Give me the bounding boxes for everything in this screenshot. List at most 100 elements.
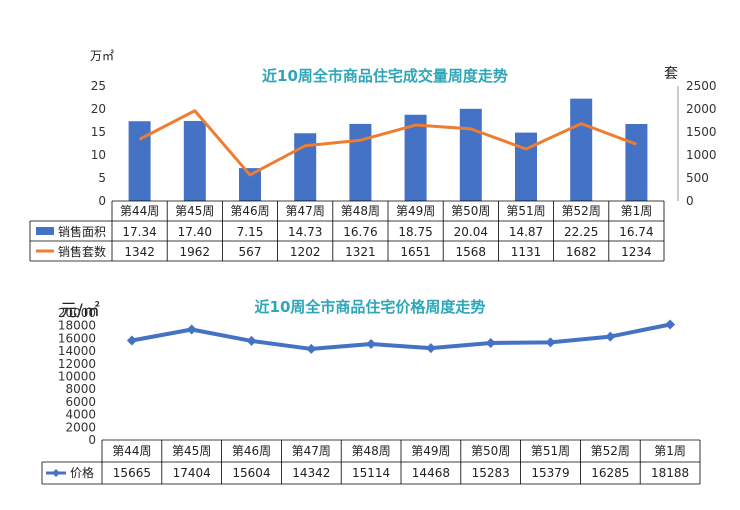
area-bar	[459, 108, 482, 201]
units-value: 1131	[511, 245, 542, 259]
category-label: 第50周	[451, 204, 490, 218]
volume-chart-title: 近10周全市商品住宅成交量周度走势	[262, 67, 508, 85]
price-tick-label: 4000	[65, 408, 96, 422]
units-value: 1202	[290, 245, 321, 259]
area-value: 18.75	[398, 225, 432, 239]
price-value: 15665	[113, 466, 151, 480]
units-value: 1342	[124, 245, 155, 259]
price-data-table: 第44周 第45周 第46周 第47周 第48周 第49周 第50周 第51周 第52周 第1周价…	[41, 439, 701, 485]
price-axis-unit: 元/㎡	[60, 301, 100, 321]
category-label: 第1周	[621, 204, 653, 218]
price-point	[186, 324, 197, 335]
price-tick-label: 8000	[65, 382, 96, 396]
right-tick-label: 1000	[686, 148, 717, 162]
price-point	[126, 335, 137, 346]
right-tick-label: 2000	[686, 102, 717, 116]
area-bars	[128, 98, 648, 201]
price-category-label: 第47周	[292, 444, 331, 458]
price-tick-label: 16000	[58, 331, 96, 345]
price-series-line	[131, 322, 671, 351]
right-tick-label: 2500	[686, 79, 717, 93]
price-category-label: 第44周	[112, 444, 151, 458]
area-bar	[349, 123, 372, 201]
area-bar	[570, 98, 593, 201]
price-category-label: 第52周	[591, 444, 630, 458]
price-value: 14342	[292, 466, 330, 480]
units-value: 1321	[345, 245, 376, 259]
price-point	[306, 343, 317, 354]
price-category-label: 第51周	[531, 444, 570, 458]
right-tick-label: 1500	[686, 125, 717, 139]
volume-data-table: 第44周 第45周 第46周 第47周 第48周 第49周 第50周 第51周 第52周 第1周销…	[29, 200, 665, 262]
price-tick-label: 14000	[58, 344, 96, 358]
left-tick-label: 5	[98, 171, 106, 185]
units-value: 1568	[456, 245, 487, 259]
area-value: 16.76	[343, 225, 377, 239]
price-category-label: 第50周	[471, 444, 510, 458]
price-value: 17404	[173, 466, 211, 480]
area-value: 16.74	[619, 225, 653, 239]
price-chart: 元/㎡ 近10周全市商品住宅价格周度走势 0200040006000800010…	[41, 298, 701, 485]
area-bar	[128, 121, 151, 201]
units-value: 1682	[566, 245, 597, 259]
area-bar	[404, 114, 427, 201]
price-point	[485, 337, 496, 348]
category-label: 第52周	[562, 204, 601, 218]
units-value: 567	[239, 245, 262, 259]
price-tick-label: 2000	[65, 420, 96, 434]
price-line	[126, 319, 676, 354]
right-y-axis: 0 500 1000 1500 2000 2500	[677, 79, 717, 208]
units-series-line	[138, 109, 637, 177]
price-tick-label: 6000	[65, 395, 96, 409]
category-label: 第48周	[341, 204, 380, 218]
area-value: 22.25	[564, 225, 598, 239]
units-value: 1234	[621, 245, 652, 259]
left-y-axis: 0 5 10 15 20 25	[91, 79, 106, 208]
price-value: 15114	[352, 466, 390, 480]
price-point	[246, 335, 257, 346]
category-label: 第45周	[175, 204, 214, 218]
units-series-name: 销售套数	[58, 244, 106, 259]
price-value: 14468	[412, 466, 450, 480]
left-tick-label: 25	[91, 79, 106, 93]
area-value: 7.15	[237, 225, 264, 239]
volume-chart: 万㎡ 套 近10周全市商品住宅成交量周度走势 0 5 10 15 20 25 0 500 10…	[29, 49, 717, 262]
price-point	[425, 343, 436, 354]
area-value: 14.87	[509, 225, 543, 239]
price-point	[605, 331, 616, 342]
price-tick-label: 18000	[58, 319, 96, 333]
price-point	[366, 339, 377, 350]
price-tick-label: 0	[88, 433, 96, 447]
area-bar	[625, 123, 648, 201]
area-legend-swatch	[36, 227, 54, 235]
right-axis-unit: 套	[664, 66, 678, 82]
area-value: 14.73	[288, 225, 322, 239]
price-category-label: 第48周	[351, 444, 390, 458]
price-tick-label: 20000	[58, 306, 96, 320]
price-category-label: 第49周	[411, 444, 450, 458]
area-bar	[239, 168, 261, 201]
price-category-label: 第45周	[172, 444, 211, 458]
right-tick-label: 0	[686, 194, 694, 208]
left-tick-label: 0	[98, 194, 106, 208]
area-bar	[294, 133, 317, 201]
area-value: 17.40	[178, 225, 212, 239]
left-tick-label: 10	[91, 148, 106, 162]
category-label: 第46周	[230, 204, 269, 218]
right-tick-label: 500	[686, 171, 709, 185]
price-value: 15283	[472, 466, 510, 480]
price-value: 16285	[591, 466, 629, 480]
price-y-axis: 0200040006000800010000120001400016000180…	[58, 306, 96, 447]
category-label: 第51周	[506, 204, 545, 218]
price-series-name: 价格	[70, 465, 94, 480]
units-line	[138, 109, 637, 177]
area-bar	[515, 132, 537, 201]
price-chart-title: 近10周全市商品住宅价格周度走势	[255, 298, 486, 316]
category-label: 第44周	[120, 204, 159, 218]
price-point	[545, 337, 556, 348]
units-value: 1651	[400, 245, 431, 259]
category-label: 第49周	[396, 204, 435, 218]
left-tick-label: 20	[91, 102, 106, 116]
price-tick-label: 12000	[58, 357, 96, 371]
